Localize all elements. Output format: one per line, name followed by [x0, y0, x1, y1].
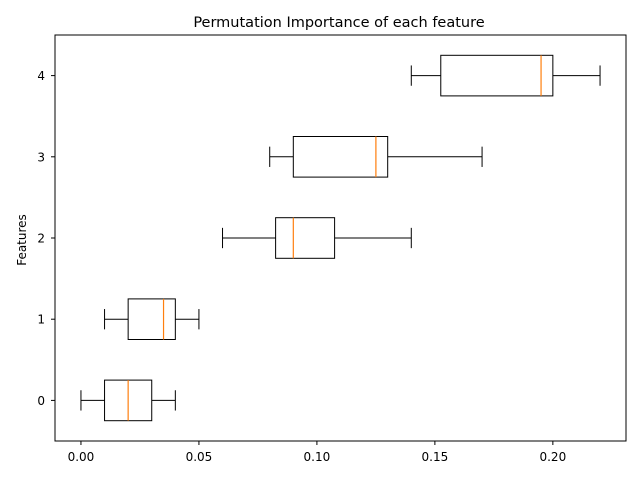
box-iqr: [292, 136, 389, 178]
chart-title: Permutation Importance of each feature: [193, 15, 484, 31]
y-tick-label: 4: [37, 69, 45, 83]
box-iqr: [127, 298, 176, 340]
y-tick-label: 0: [37, 394, 45, 408]
y-tick-label: 3: [37, 150, 45, 164]
y-axis-label: Features: [15, 214, 29, 266]
y-tick-label: 1: [37, 313, 45, 327]
plot-area: 0.00 0.05 0.10 0.15 0.20 0 1 2 3 4: [37, 54, 601, 464]
plot-frame: [54, 34, 627, 442]
box-iqr: [440, 54, 554, 97]
x-tick-label: 0.05: [186, 450, 213, 464]
x-tick-label: 0.10: [304, 450, 331, 464]
box-iqr: [275, 217, 336, 259]
x-tick-label: 0.15: [422, 450, 449, 464]
x-tick-label: 0.20: [539, 450, 566, 464]
y-tick-label: 2: [37, 232, 45, 246]
x-tick-label: 0.00: [68, 450, 95, 464]
